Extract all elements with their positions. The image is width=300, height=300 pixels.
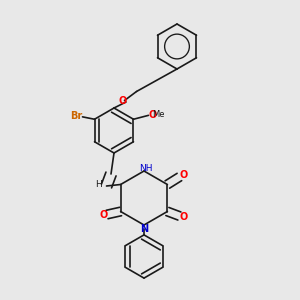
Text: O: O — [179, 170, 188, 181]
Text: N: N — [140, 224, 148, 234]
Text: O: O — [119, 95, 127, 106]
Text: O: O — [148, 110, 157, 120]
Text: O: O — [99, 209, 107, 220]
Text: NH: NH — [139, 164, 153, 173]
Text: O: O — [179, 212, 188, 223]
Text: Me: Me — [152, 110, 165, 119]
Text: Br: Br — [70, 111, 83, 121]
Text: H: H — [95, 180, 101, 189]
